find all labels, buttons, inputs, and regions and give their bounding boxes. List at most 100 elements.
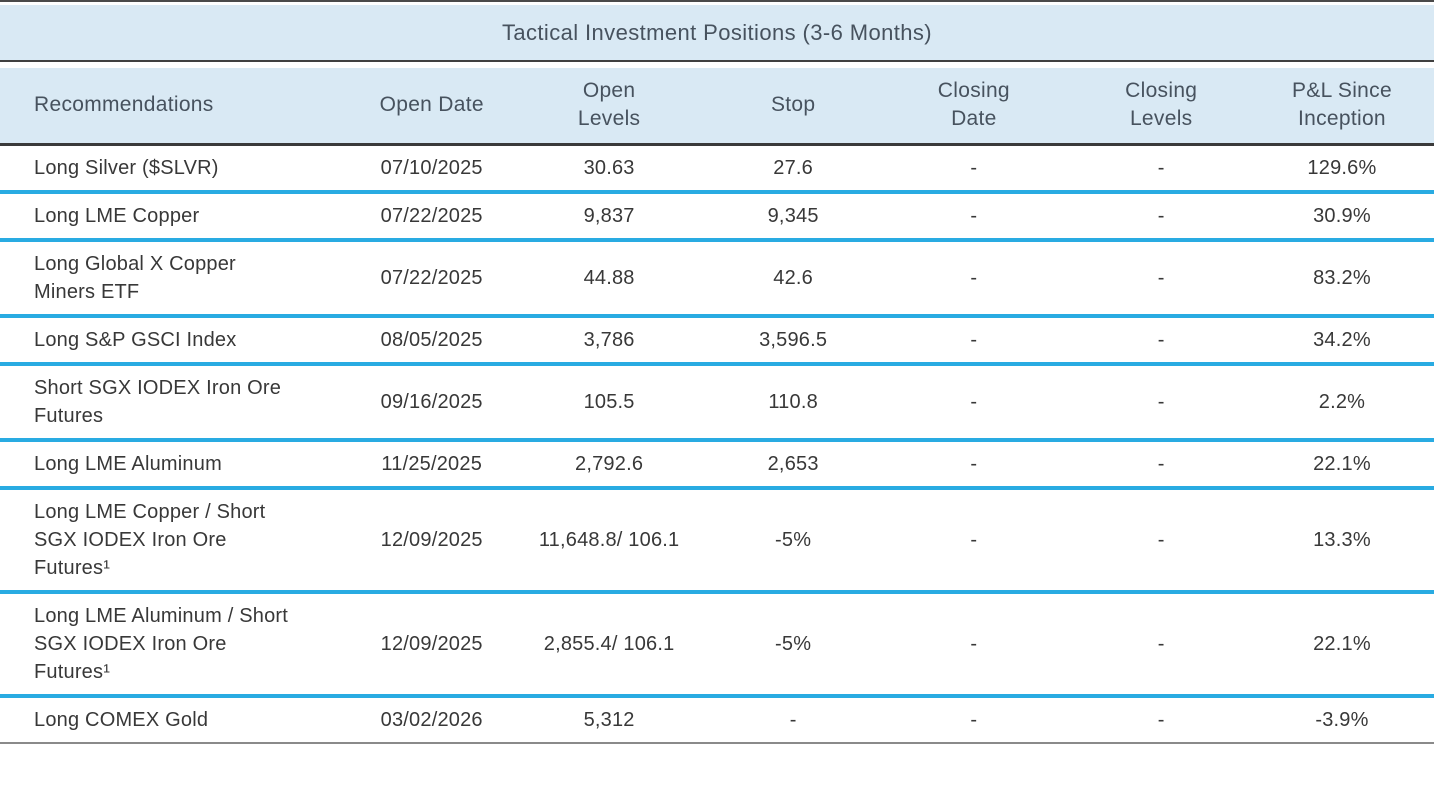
column-header-label: Open Date xyxy=(379,93,484,117)
column-header-open_levels: Open Levels xyxy=(507,68,712,146)
cell-open_levels: 2,792.6 xyxy=(507,439,712,490)
cell-pnl_since_inception: 13.3% xyxy=(1249,487,1434,594)
cell-open_levels: 2,855.4/ 106.1 xyxy=(507,591,712,698)
column-header-label: P&L Since Inception xyxy=(1291,79,1392,131)
table-row: Long LME Aluminum 11/25/2025 2,792.6 2,653 -… xyxy=(0,439,1434,490)
cell-recommendation: Long Global X Copper Miners ETF xyxy=(0,239,357,318)
cell-closing_levels: - xyxy=(1072,695,1250,744)
cell-closing_date: - xyxy=(875,591,1073,698)
cell-closing_levels: - xyxy=(1072,144,1250,194)
column-header-label: Open Levels xyxy=(577,79,641,131)
cell-pnl_since_inception: 22.1% xyxy=(1249,591,1434,698)
cell-value: -5% xyxy=(775,632,812,655)
cell-closing_levels: - xyxy=(1072,591,1250,698)
cell-value: Short SGX IODEX Iron Ore Futures xyxy=(34,376,282,427)
cell-value: 08/05/2025 xyxy=(380,328,483,351)
cell-value: - xyxy=(1157,390,1165,413)
cell-open_date: 07/10/2025 xyxy=(356,144,508,194)
cell-closing_date: - xyxy=(875,239,1073,318)
table-body: Long Silver ($SLVR) 07/10/2025 30.63 27.6 - -… xyxy=(0,144,1434,744)
table-title-bar: Tactical Investment Positions (3-6 Month… xyxy=(0,5,1434,62)
column-header-closing_levels: Closing Levels xyxy=(1072,68,1250,146)
cell-value: Long LME Copper xyxy=(34,204,200,227)
cell-stop: -5% xyxy=(711,591,876,698)
cell-pnl_since_inception: 22.1% xyxy=(1249,439,1434,490)
cell-closing_date: - xyxy=(875,191,1073,242)
cell-value: 83.2% xyxy=(1313,266,1371,289)
cell-recommendation: Long LME Aluminum / Short SGX IODEX Iron… xyxy=(0,591,357,698)
cell-value: 9,345 xyxy=(767,204,819,227)
cell-value: 27.6 xyxy=(773,156,813,179)
cell-value: Long Silver ($SLVR) xyxy=(34,156,219,179)
cell-closing_date: - xyxy=(875,439,1073,490)
cell-value: - xyxy=(1157,452,1165,475)
table-row: Long LME Copper / Short SGX IODEX Iron O… xyxy=(0,487,1434,594)
cell-recommendation: Long Silver ($SLVR) xyxy=(0,144,357,194)
cell-closing_levels: - xyxy=(1072,191,1250,242)
cell-open_levels: 105.5 xyxy=(507,363,712,442)
cell-value: 129.6% xyxy=(1307,156,1377,179)
cell-value: 34.2% xyxy=(1313,328,1371,351)
cell-recommendation: Long LME Copper xyxy=(0,191,357,242)
cell-closing_date: - xyxy=(875,487,1073,594)
column-header-pnl_since_inception: P&L Since Inception xyxy=(1249,68,1434,146)
cell-closing_levels: - xyxy=(1072,439,1250,490)
column-header-closing_date: Closing Date xyxy=(875,68,1073,146)
cell-value: 11,648.8/ 106.1 xyxy=(538,528,680,551)
cell-value: - xyxy=(970,452,978,475)
cell-pnl_since_inception: 30.9% xyxy=(1249,191,1434,242)
cell-value: -3.9% xyxy=(1315,708,1369,731)
cell-value: - xyxy=(970,204,978,227)
cell-open_date: 07/22/2025 xyxy=(356,191,508,242)
cell-value: - xyxy=(1157,632,1165,655)
table-row: Long S&P GSCI Index 08/05/2025 3,786 3,596.… xyxy=(0,315,1434,366)
cell-pnl_since_inception: -3.9% xyxy=(1249,695,1434,744)
cell-pnl_since_inception: 129.6% xyxy=(1249,144,1434,194)
cell-value: -5% xyxy=(775,528,812,551)
cell-closing_date: - xyxy=(875,363,1073,442)
column-header-label: Closing Date xyxy=(937,79,1010,131)
cell-stop: 42.6 xyxy=(711,239,876,318)
cell-open_levels: 30.63 xyxy=(507,144,712,194)
cell-stop: 3,596.5 xyxy=(711,315,876,366)
cell-open_levels: 9,837 xyxy=(507,191,712,242)
cell-value: - xyxy=(970,390,978,413)
cell-recommendation: Long COMEX Gold xyxy=(0,695,357,744)
cell-open_date: 11/25/2025 xyxy=(356,439,508,490)
cell-value: 105.5 xyxy=(583,390,635,413)
table-title: Tactical Investment Positions (3-6 Month… xyxy=(501,19,933,45)
cell-value: Long LME Aluminum xyxy=(34,452,222,475)
cell-recommendation: Long S&P GSCI Index xyxy=(0,315,357,366)
column-header-stop: Stop xyxy=(711,68,876,146)
cell-value: 2,855.4/ 106.1 xyxy=(543,632,675,655)
cell-pnl_since_inception: 83.2% xyxy=(1249,239,1434,318)
cell-value: - xyxy=(970,528,978,551)
cell-value: 13.3% xyxy=(1313,528,1371,551)
cell-value: 11/25/2025 xyxy=(381,452,483,475)
cell-value: 12/09/2025 xyxy=(380,632,483,655)
cell-value: 22.1% xyxy=(1313,632,1371,655)
cell-value: 3,786 xyxy=(583,328,635,351)
cell-stop: - xyxy=(711,695,876,744)
cell-stop: 110.8 xyxy=(711,363,876,442)
cell-stop: 9,345 xyxy=(711,191,876,242)
cell-value: 30.9% xyxy=(1313,204,1371,227)
cell-open_date: 12/09/2025 xyxy=(356,591,508,698)
cell-value: - xyxy=(1157,156,1165,179)
cell-closing_date: - xyxy=(875,695,1073,744)
table-header: Recommendations Open Date Open Levels Stop C… xyxy=(0,68,1434,146)
cell-closing_levels: - xyxy=(1072,239,1250,318)
cell-closing_levels: - xyxy=(1072,363,1250,442)
table-row: Long Global X Copper Miners ETF 07/22/202… xyxy=(0,239,1434,318)
cell-open_date: 12/09/2025 xyxy=(356,487,508,594)
cell-value: - xyxy=(1157,204,1165,227)
cell-value: Long Global X Copper Miners ETF xyxy=(34,252,236,303)
cell-value: Long COMEX Gold xyxy=(34,708,209,731)
cell-value: - xyxy=(970,708,978,731)
table-row: Long Silver ($SLVR) 07/10/2025 30.63 27.6 - -… xyxy=(0,144,1434,194)
cell-value: Long S&P GSCI Index xyxy=(34,328,237,351)
cell-value: 07/22/2025 xyxy=(380,266,483,289)
cell-pnl_since_inception: 2.2% xyxy=(1249,363,1434,442)
cell-open_levels: 5,312 xyxy=(507,695,712,744)
cell-value: 9,837 xyxy=(583,204,635,227)
